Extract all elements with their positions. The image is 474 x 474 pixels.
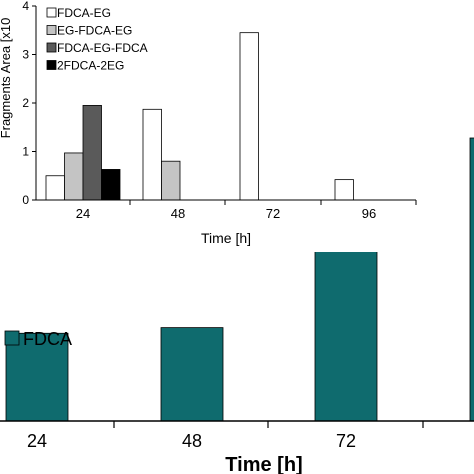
inset-legend-label-2fdca-2eg: 2FDCA-2EG xyxy=(57,59,124,73)
inset-legend-swatch-eg-fdca-eg xyxy=(46,25,57,35)
main-legend-swatch-fdca xyxy=(4,330,20,346)
inset-legend-swatch-fdca-eg xyxy=(46,7,57,18)
inset-y-tick-label-2: 2 xyxy=(22,96,29,110)
inset-x-tick-labels: 24 48 72 96 xyxy=(76,206,376,221)
inset-bar-fdca-eg-fdca-24 xyxy=(82,105,102,201)
inset-x-tick-label-24: 24 xyxy=(76,206,90,221)
inset-legend-swatch-fdca-eg-fdca xyxy=(46,42,57,53)
inset-bar-fdca-eg-24 xyxy=(45,175,65,201)
inset-bar-fdca-eg-72 xyxy=(239,32,259,201)
inset-y-ticks xyxy=(32,5,36,201)
main-legend: FDCA xyxy=(4,329,72,349)
inset-legend-label-fdca-eg: FDCA-EG xyxy=(57,6,111,20)
inset-x-tick-label-96: 96 xyxy=(362,206,376,221)
inset-x-ticks xyxy=(129,200,417,205)
inset-y-tick-labels: 0 1 2 3 4 xyxy=(22,0,29,207)
inset-bar-eg-fdca-eg-48 xyxy=(161,160,181,201)
inset-bar-2fdca-2eg-24 xyxy=(101,169,121,201)
main-x-axis-label: Time [h] xyxy=(225,454,302,474)
inset-chart: 0 1 2 3 4 24 48 72 96 Time [h] Fragments Area [… xyxy=(0,0,417,252)
inset-legend: FDCA-EG EG-FDCA-EG FDCA-EG-FDCA 2FDCA-2EG xyxy=(46,6,148,73)
main-bar-24 xyxy=(5,332,69,422)
inset-y-tick-label-1: 1 xyxy=(22,145,29,159)
inset-x-axis-label: Time [h] xyxy=(201,230,251,246)
inset-legend-label-eg-fdca-eg: EG-FDCA-EG xyxy=(57,24,132,38)
main-bar-72 xyxy=(314,219,378,422)
inset-bar-eg-fdca-eg-24 xyxy=(64,152,84,201)
main-x-tick-label-48: 48 xyxy=(182,431,202,451)
main-x-tick-label-24: 24 xyxy=(27,431,47,451)
inset-y-tick-label-4: 4 xyxy=(22,0,29,13)
inset-y-tick-label-3: 3 xyxy=(22,48,29,62)
inset-y-axis-label: Fragments Area [x10 xyxy=(0,18,13,139)
main-x-tick-label-72: 72 xyxy=(336,431,356,451)
inset-x-tick-label-72: 72 xyxy=(266,206,280,221)
inset-legend-swatch-2fdca-2eg xyxy=(46,60,57,70)
main-chart: 24 48 72 96 Time [h] FDCA xyxy=(0,137,474,474)
inset-y-tick-label-0: 0 xyxy=(22,193,29,207)
main-x-ticks xyxy=(113,421,424,428)
inset-legend-label-fdca-eg-fdca: FDCA-EG-FDCA xyxy=(57,41,148,55)
main-legend-label-fdca: FDCA xyxy=(23,329,72,349)
inset-bar-fdca-eg-96 xyxy=(334,179,354,201)
main-bar-48 xyxy=(160,327,224,422)
inset-bar-fdca-eg-48 xyxy=(142,108,162,201)
main-bar-96 xyxy=(469,137,474,422)
main-bars xyxy=(5,137,474,422)
inset-x-tick-label-48: 48 xyxy=(171,206,185,221)
